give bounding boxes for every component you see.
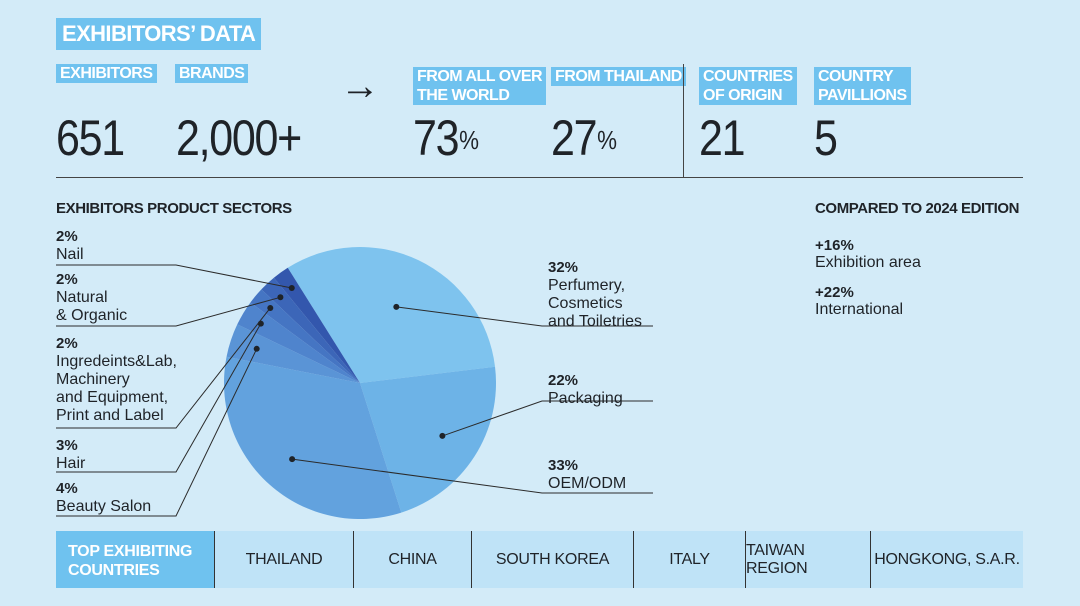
leader-line [292, 458, 653, 494]
slice-marker [253, 345, 260, 352]
page-title: EXHIBITORS’ DATA [56, 18, 262, 50]
brands-value: 2,000+ [176, 110, 302, 166]
country-cell: TAIWAN REGION [745, 531, 870, 588]
top-countries-bar: TOP EXHIBITING COUNTRIES THAILAND CHINA … [56, 531, 1023, 588]
compared-label: International [815, 301, 904, 318]
slice-label: 2% Natural & Organic [56, 271, 127, 324]
slice-percent: 3% [56, 437, 78, 454]
brands-label: BRANDS [175, 64, 249, 83]
slice-marker [257, 320, 264, 327]
pie-slice [287, 246, 496, 383]
slice-label: 3% Hair [56, 437, 86, 472]
exhibitors-label: EXHIBITORS [56, 64, 157, 83]
slice-marker [277, 294, 284, 301]
slice-percent: 4% [56, 480, 78, 497]
pie-slice [250, 289, 360, 383]
pie-slice [224, 356, 402, 519]
country-cell: CHINA [353, 531, 471, 588]
compared-label: Exhibition area [815, 254, 921, 271]
slice-marker [288, 285, 295, 292]
top-countries-header: TOP EXHIBITING COUNTRIES [56, 531, 214, 588]
compared-item: +22% International [815, 284, 903, 319]
world-number: 73 [413, 110, 460, 166]
pie-slice [237, 302, 360, 383]
pie-slice [226, 324, 360, 383]
pie-slice [360, 366, 497, 513]
pavillions-label-line2: PAVILLIONS [818, 87, 907, 104]
world-value: 73% [413, 108, 479, 168]
compared-value: +22% [815, 284, 854, 301]
leader-line [396, 306, 653, 327]
slice-name: Nail [56, 246, 84, 263]
slice-percent: 2% [56, 271, 78, 288]
world-label-line1: FROM ALL OVER [417, 68, 543, 85]
leader-line [442, 400, 653, 437]
slice-label: 4% Beauty Salon [56, 480, 151, 515]
slice-percent: 2% [56, 335, 78, 352]
slice-percent: 33% [548, 457, 578, 474]
leader-line [56, 296, 281, 327]
slice-name: Beauty Salon [56, 498, 151, 515]
slice-percent: 22% [548, 372, 578, 389]
compared-value: +16% [815, 237, 854, 254]
pavillions-label: COUNTRY PAVILLIONS [814, 67, 911, 105]
slice-name: Natural [56, 289, 108, 306]
slice-name: Machinery [56, 371, 130, 388]
slice-name: Hair [56, 455, 86, 472]
pie-slice [261, 277, 360, 383]
countries-label-line2: OF ORIGIN [703, 87, 783, 104]
thailand-label: FROM THAILAND [551, 67, 686, 86]
slice-percent: 32% [548, 259, 578, 276]
leader-line [56, 348, 258, 517]
pavillions-label-line1: COUNTRY [818, 68, 894, 85]
slice-label: 33% OEM/ODM [548, 457, 626, 492]
stats-divider [683, 64, 684, 178]
slice-name: and Toiletries [548, 313, 642, 330]
slice-label: 2% Ingredeints&Lab, Machinery and Equipment… [56, 335, 177, 424]
thailand-number: 27 [551, 110, 598, 166]
country-cell: HONGKONG, S.A.R. [870, 531, 1023, 588]
stats-bottom-rule [56, 177, 1023, 178]
slice-name: OEM/ODM [548, 475, 626, 492]
slice-name: Perfumery, [548, 277, 625, 294]
leader-line [56, 323, 262, 473]
slice-name: Print and Label [56, 407, 164, 424]
pie-slice [273, 267, 360, 383]
country-cell: SOUTH KOREA [471, 531, 633, 588]
arrow-right-icon: → [340, 64, 380, 108]
slice-name: & Organic [56, 307, 127, 324]
countries-label: COUNTRIES OF ORIGIN [699, 67, 797, 105]
top-countries-header-line1: TOP EXHIBITING [68, 543, 193, 560]
world-unit: % [459, 125, 479, 155]
countries-label-line1: COUNTRIES [703, 68, 793, 85]
compared-title: COMPARED TO 2024 EDITION [815, 200, 1020, 217]
sectors-title: EXHIBITORS PRODUCT SECTORS [56, 200, 292, 217]
slice-marker [439, 432, 446, 439]
leader-line [56, 264, 292, 289]
exhibitors-value: 651 [56, 110, 125, 166]
slice-name: and Equipment, [56, 389, 168, 406]
country-cell: THAILAND [214, 531, 353, 588]
slice-marker [289, 456, 296, 463]
slice-percent: 2% [56, 228, 78, 245]
slice-marker [267, 304, 274, 311]
thailand-value: 27% [551, 108, 617, 168]
compared-item: +16% Exhibition area [815, 237, 921, 272]
pavillions-value: 5 [814, 110, 838, 166]
slice-name: Cosmetics [548, 295, 623, 312]
country-cell: ITALY [633, 531, 745, 588]
world-label: FROM ALL OVER THE WORLD [413, 67, 547, 105]
countries-value: 21 [699, 110, 746, 166]
leader-line [56, 307, 271, 429]
slice-label: 32% Perfumery, Cosmetics and Toiletries [548, 259, 642, 330]
slice-marker [393, 303, 400, 310]
world-label-line2: THE WORLD [417, 87, 510, 104]
thailand-unit: % [597, 125, 617, 155]
top-countries-header-line2: COUNTRIES [68, 562, 160, 579]
slice-label: 22% Packaging [548, 372, 623, 407]
slice-label: 2% Nail [56, 228, 84, 263]
slice-name: Packaging [548, 390, 623, 407]
slice-name: Ingredeints&Lab, [56, 353, 177, 370]
